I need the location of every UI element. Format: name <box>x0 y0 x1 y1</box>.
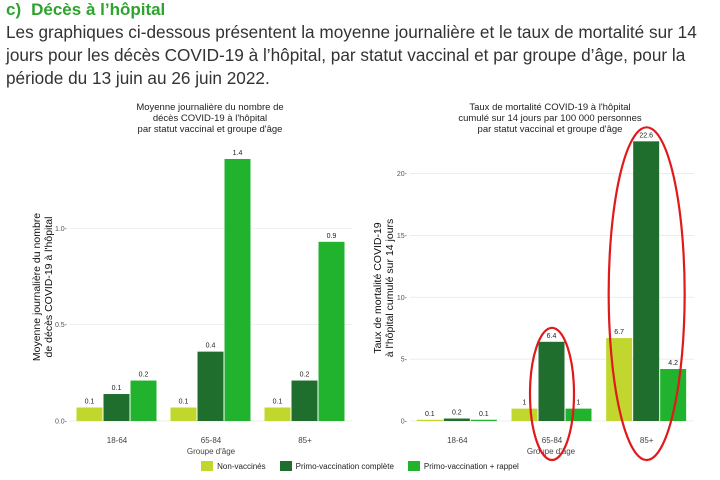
left-chart-x-tick-label: 85+ <box>298 436 312 445</box>
legend-item-non-vaccines: Non-vaccinés <box>201 461 266 471</box>
left-chart-x-axis-label: Groupe d'âge <box>187 447 236 456</box>
right-chart-title-line: Taux de mortalité COVID-19 à l'hôpital <box>469 102 630 113</box>
legend-label-non-vaccines: Non-vaccinés <box>217 461 266 471</box>
right-chart-data-label: 4.2 <box>668 360 678 367</box>
left-chart-data-label: 0.4 <box>206 343 216 350</box>
right-chart-data-label: 1 <box>577 400 581 407</box>
left-chart-title-line: Moyenne journalière du nombre de <box>136 102 283 113</box>
right-chart-title-line: par statut vaccinal et groupe d'âge <box>478 124 623 135</box>
right-chart-y-tick-label: 5- <box>401 357 408 364</box>
left-chart-data-label: 0.2 <box>300 372 310 379</box>
right-chart-bar-18-64-non_vaccines <box>416 419 443 421</box>
right-chart-y-tick-label: 20- <box>397 171 408 178</box>
right-chart-title-line: cumulé sur 14 jours par 100 000 personne… <box>458 113 642 124</box>
right-chart-data-label: 22.6 <box>639 132 653 139</box>
left-chart-bar-65-84-primo_complete <box>197 351 224 421</box>
section-title: Décès à l’hôpital <box>31 0 166 19</box>
right-chart-x-tick-label: 65-84 <box>542 436 563 445</box>
legend-item-primo-complete: Primo-vaccination complète <box>279 461 394 471</box>
right-chart-y-tick-label: 0- <box>401 419 408 426</box>
right-chart-x-axis-label: Groupe d'âge <box>527 447 576 456</box>
left-chart-bar-85+-primo_complete <box>291 380 318 421</box>
left-chart-x-tick-label: 18-64 <box>107 436 128 445</box>
legend: Non-vaccinés Primo-vaccination complète … <box>0 461 720 471</box>
right-chart-x-tick-label: 18-64 <box>447 436 468 445</box>
section-heading: c) Décès à l’hôpital <box>6 0 165 20</box>
right-chart-bar-18-64-primo_rappel <box>470 419 497 421</box>
left-chart-data-label: 0.2 <box>139 372 149 379</box>
right-chart-y-axis-label: Taux de mortalité COVID-19 <box>372 222 384 353</box>
intro-paragraph: Les graphiques ci-dessous présentent la … <box>6 22 697 88</box>
right-chart-bar-65-84-primo_complete <box>538 341 565 421</box>
right-chart-data-label: 6.4 <box>547 333 557 340</box>
right-chart-bar-85+-primo_complete <box>633 141 660 421</box>
left-chart-bar-18-64-non_vaccines <box>76 407 103 421</box>
legend-swatch-primo-rappel <box>407 461 420 471</box>
right-chart-data-label: 1 <box>523 400 527 407</box>
left-chart-y-axis-label: de décès COVID-19 à l'hôpital <box>43 217 55 358</box>
legend-item-primo-rappel: Primo-vaccination + rappel <box>407 461 519 471</box>
right-chart-data-label: 0.1 <box>479 411 489 418</box>
left-chart-data-label: 0.1 <box>273 399 283 406</box>
legend-swatch-primo-complete <box>279 461 292 471</box>
right-chart-annotation-ellipse <box>528 326 576 462</box>
left-chart-title-line: par statut vaccinal et groupe d'âge <box>138 124 283 135</box>
right-chart-bar-65-84-non_vaccines <box>511 408 538 421</box>
left-chart-bar-18-64-primo_complete <box>103 394 130 421</box>
right-chart-y-tick-label: 15- <box>397 233 408 240</box>
left-chart-data-label: 0.1 <box>112 385 122 392</box>
legend-label-primo-rappel: Primo-vaccination + rappel <box>423 461 519 471</box>
left-chart-title-line: décès COVID-19 à l'hôpital <box>153 113 267 124</box>
right-chart-bar-18-64-primo_complete <box>443 418 470 421</box>
left-chart-bar-65-84-non_vaccines <box>170 407 197 421</box>
left-chart-data-label: 0.1 <box>85 399 95 406</box>
left-chart-x-tick-label: 65-84 <box>201 436 222 445</box>
right-chart-data-label: 0.2 <box>452 410 462 417</box>
legend-label-primo-complete: Primo-vaccination complète <box>295 461 394 471</box>
right-chart-y-tick-label: 10- <box>397 295 408 302</box>
right-chart-x-tick-label: 85+ <box>640 436 654 445</box>
left-chart-data-label: 1.4 <box>233 150 243 157</box>
section-letter: c) <box>6 0 22 19</box>
left-chart-data-label: 0.1 <box>179 399 189 406</box>
left-chart-bar-18-64-primo_rappel <box>130 380 157 421</box>
right-chart-bar-65-84-primo_rappel <box>565 408 592 421</box>
left-chart-y-tick-label: 0.0- <box>55 419 68 426</box>
right-chart-data-label: 0.1 <box>425 411 435 418</box>
left-chart-y-axis-label: Moyenne journalière du nombre <box>31 213 43 361</box>
left-chart-bar-65-84-primo_rappel <box>224 158 251 421</box>
left-chart-y-tick-label: 0.5- <box>55 322 68 329</box>
legend-swatch-non-vaccines <box>201 461 214 471</box>
right-chart-y-axis-label: à l'hôpital cumulé sur 14 jours <box>384 219 396 358</box>
chart-mortality-rate: Taux de mortalité COVID-19 à l'hôpitalcu… <box>372 102 694 462</box>
left-chart-y-tick-label: 1.0- <box>55 226 68 233</box>
left-chart-bar-85+-non_vaccines <box>264 407 291 421</box>
left-chart-bar-85+-primo_rappel <box>318 241 345 421</box>
right-chart-annotation-ellipse <box>607 126 686 462</box>
left-chart-data-label: 0.9 <box>327 233 337 240</box>
right-chart-data-label: 6.7 <box>614 329 624 336</box>
